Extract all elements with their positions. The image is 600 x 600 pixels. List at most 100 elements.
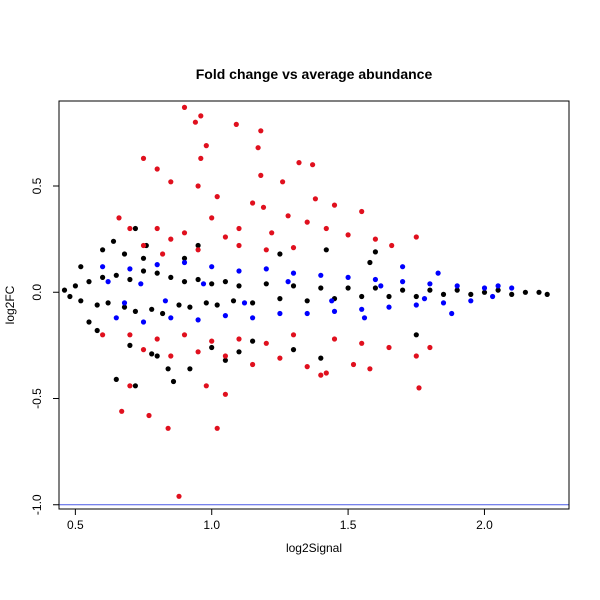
y-tick-label: 0.5 [30,177,44,194]
data-point [195,247,201,253]
data-point [195,349,201,355]
data-point [127,332,133,338]
plot-frame [58,100,570,510]
data-point [312,196,318,202]
data-point [209,338,215,344]
data-point [509,285,515,291]
data-point [250,315,256,321]
data-point [372,236,378,242]
data-point [413,234,419,240]
data-point [258,172,264,178]
data-point [345,285,351,291]
data-point [416,385,422,391]
data-point [359,293,365,300]
data-point [176,302,182,308]
data-point [277,310,283,317]
data-point [140,268,147,274]
data-point [468,298,474,304]
data-point [536,289,542,295]
data-point [121,300,128,306]
data-point [127,266,133,272]
data-point [105,279,111,285]
data-point [290,283,297,289]
data-point [331,308,338,314]
data-point [285,279,291,285]
data-point [285,213,291,219]
data-point [413,332,419,338]
data-point [490,293,496,300]
data-point [165,366,171,372]
data-point [263,266,269,272]
data-point [105,300,111,306]
data-point [386,304,392,310]
data-point [304,310,310,317]
data-point [146,412,152,419]
data-point [495,283,501,289]
data-point [310,162,316,168]
data-point [481,289,488,295]
data-point [181,255,188,261]
data-point [277,355,283,361]
data-point [140,347,147,353]
data-point [116,215,122,221]
data-point [318,272,324,278]
data-point [165,425,171,431]
data-point [454,283,460,289]
data-point [250,200,256,206]
data-point [168,315,174,321]
data-point [209,215,215,221]
data-point [127,342,133,348]
data-point [214,194,220,200]
data-point [78,298,84,304]
data-point [263,340,269,346]
data-point [222,353,228,359]
data-point [290,332,297,338]
series-2 [100,104,433,499]
data-point [359,306,365,312]
data-point [154,225,160,232]
data-point [290,347,297,353]
data-point [113,315,119,321]
y-axis: -1.0 -0.5 0.0 0.5 [30,177,60,515]
data-point [181,104,188,110]
data-point [233,121,239,127]
data-point [149,351,155,357]
data-point [140,155,147,161]
data-point [100,332,106,338]
data-point [280,179,286,185]
data-point [181,279,188,285]
data-point [78,264,84,270]
data-point [222,279,228,285]
data-point [318,372,324,378]
data-point [386,293,392,300]
data-point [350,361,357,368]
data-point [113,272,119,278]
data-point [181,332,188,338]
x-tick-label: 1.5 [340,518,357,532]
data-point [181,230,188,236]
data-point [277,296,283,302]
data-point [359,340,365,346]
data-point [187,366,193,372]
data-point [67,293,73,300]
data-point [154,262,160,268]
data-point [323,370,329,376]
data-point [100,274,106,280]
data-point [250,361,256,368]
x-tick-label: 2.0 [476,518,493,532]
data-point [449,310,455,317]
data-point [113,376,119,382]
data-point [522,289,529,295]
data-point [100,247,106,253]
x-axis-label: log2Signal [286,541,342,555]
data-point [277,251,283,257]
x-tick-label: 0.5 [67,518,84,532]
data-point [214,425,220,431]
data-point [203,300,209,306]
data-point [372,285,378,291]
data-point [367,259,373,266]
data-point [222,234,228,240]
data-point [140,242,147,249]
data-point [454,287,460,293]
